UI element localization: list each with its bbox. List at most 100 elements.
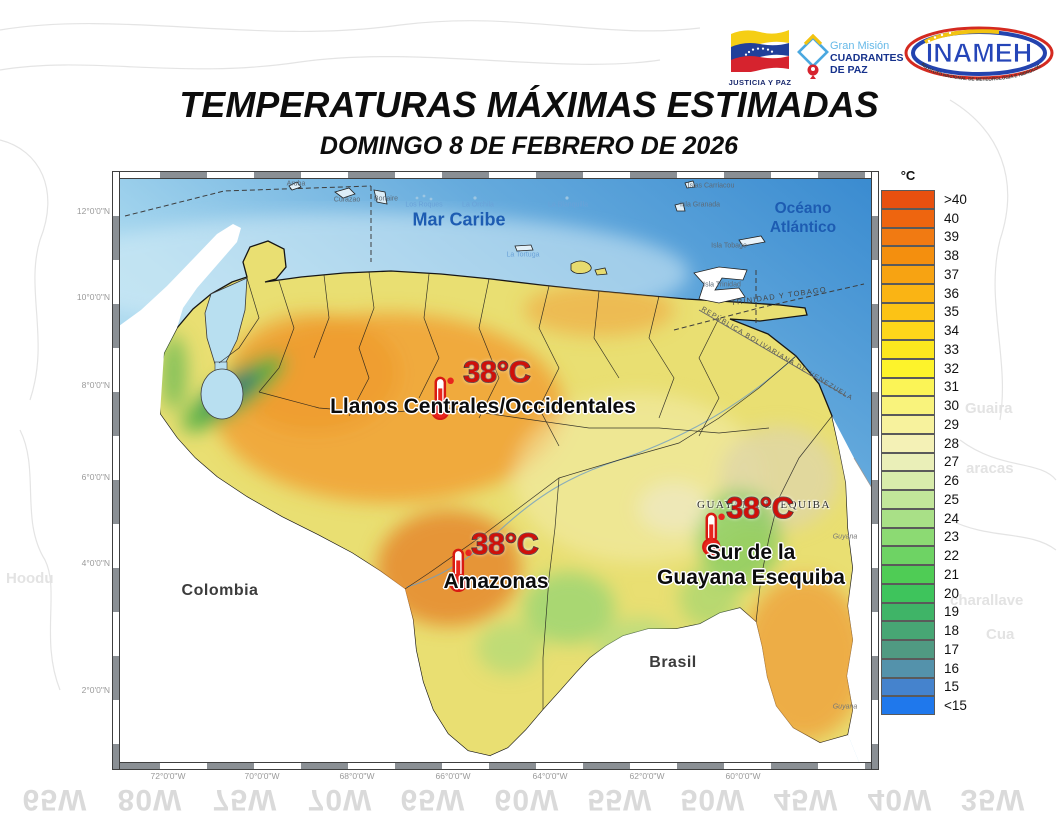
legend-color-swatch [881,283,935,303]
longitude-tick-label: 62°0'0"W [629,771,665,781]
legend-entry: <15 [881,696,967,715]
legend-color-swatch [881,658,935,678]
legend-value-label: 17 [944,641,960,657]
legend-value-label: 40 [944,210,960,226]
map-frame-left [112,171,120,770]
map-label-la-blanquilla: La Blanquilla [547,201,589,209]
cuadrantes-de-paz-label: CUADRANTES DE PAZ [830,52,904,76]
legend-color-swatch [881,358,935,378]
legend-color-swatch [881,302,935,322]
legend-entry: 17 [881,640,967,659]
legend-entry: 39 [881,227,967,247]
colombia-region [119,224,497,762]
map-label-bonaire: Bonaire [373,195,399,203]
legend-color-swatch [881,677,935,697]
legend-color-swatch [881,208,935,228]
annotation-temperature: 38°C [726,491,795,526]
legend-color-swatch [881,321,935,340]
watermark-longitude-label: 35W [960,783,1026,816]
legend-entry: 22 [881,546,967,565]
legend-unit-label: °C [900,168,916,183]
legend-entry: 20 [881,583,967,603]
legend-value-label: >40 [944,191,967,207]
legend-color-swatch [881,433,935,453]
legend-entry: 23 [881,527,967,547]
legend-entry: 30 [881,396,967,415]
legend-entry: 25 [881,490,967,509]
legend-color-swatch [881,471,935,490]
watermark-place-label: Guaira [965,400,1013,417]
legend-value-label: 28 [944,435,960,451]
map-frame-top [112,171,879,179]
guyana-region [832,416,872,762]
legend-value-label: 37 [944,266,960,282]
legend-value-label: 15 [944,679,960,695]
legend-color-swatch [881,508,935,528]
legend-value-label: 26 [944,473,960,489]
legend-color-scale: >40 40 39 38 37 36 35 34 33 32 31 30 29 28 27 26 25 24 23 2… [881,190,967,715]
venezuela-flag-logo: JUSTICIA Y PAZ [728,26,792,87]
legend-value-label: 34 [944,323,960,339]
map-label-islas-carriacou: Islas Carriacou [687,182,735,190]
map-label-oc-ano: Océano [774,200,832,217]
legend-entry: 16 [881,658,967,678]
map-canvas [119,178,872,763]
legend-value-label: 36 [944,285,960,301]
watermark-longitude-label: 40W [867,783,933,816]
watermark-longitude-label: 45W [773,783,839,816]
map-label-atl-ntico: Atlántico [769,219,837,236]
legend-color-swatch [881,565,935,584]
longitude-tick-label: 60°0'0"W [725,771,761,781]
annotation-temperature: 38°C [471,527,540,562]
legend-entry: 35 [881,302,967,322]
legend-value-label: 22 [944,548,960,564]
flag-icon [731,30,789,74]
legend-entry: 40 [881,208,967,228]
legend-value-label: 21 [944,566,960,582]
legend-value-label: 33 [944,341,960,357]
watermark-place-label: aracas [966,460,1014,477]
legend-entry: 34 [881,321,967,340]
legend-entry: 27 [881,452,967,472]
watermark-place-label: Hoodu [6,570,54,587]
legend-color-swatch [881,621,935,640]
longitude-tick-label: 68°0'0"W [339,771,375,781]
cuadrantes-de-paz-logo: Gran Misión CUADRANTES DE PAZ [796,33,908,86]
longitude-tick-label: 72°0'0"W [150,771,186,781]
legend-entry: 28 [881,433,967,453]
inameh-oval-icon: INAMEH INSTITUTO NACIONAL DE METEOROLOGÍ… [901,20,1054,82]
venezuela-maritime-line [698,309,847,397]
legend-color-swatch [881,490,935,509]
inameh-logo: INAMEH INSTITUTO NACIONAL DE METEOROLOGÍ… [901,20,1055,86]
legend-entry: 15 [881,677,967,697]
watermark-longitude-label: 75W [212,783,278,816]
legend-value-label: 27 [944,454,960,470]
brasil-region [490,608,859,762]
watermark-longitude-label: 80W [117,783,183,816]
watermark-longitude-label: 65W [400,783,466,816]
legend-color-swatch [881,527,935,547]
legend-value-label: 20 [944,585,960,601]
legend-value-label: 23 [944,529,960,545]
legend-color-swatch [881,583,935,603]
map-label-mar-caribe: Mar Caribe [412,209,506,230]
watermark-longitude-label: 60W [494,783,560,816]
map-label-guyana: Guyana [832,703,858,711]
legend-value-label: 39 [944,229,960,245]
annotation-region-name: Sur de la [706,541,796,564]
map-label-isla-tobago: Isla Tobago [711,242,747,250]
legend-value-label: <15 [944,698,967,714]
map-label-aruba: Aruba [286,180,306,188]
page-title: TEMPERATURAS MÁXIMAS ESTIMADAS [179,84,879,125]
latitude-tick-label: 6°0'0"N [81,472,110,482]
longitude-tick-label: 70°0'0"W [244,771,280,781]
watermark-longitude-label: 70W [307,783,373,816]
legend-color-swatch [881,265,935,284]
annotation-region-name: Guayana Esequiba [657,566,845,589]
legend-color-swatch [881,640,935,659]
legend-value-label: 30 [944,398,960,414]
legend-entry: 37 [881,265,967,284]
map-frame-right [871,171,879,770]
map-label-isla-trinidad: Isla Trinidad [703,281,741,289]
watermark-place-label: Cua [986,626,1015,643]
